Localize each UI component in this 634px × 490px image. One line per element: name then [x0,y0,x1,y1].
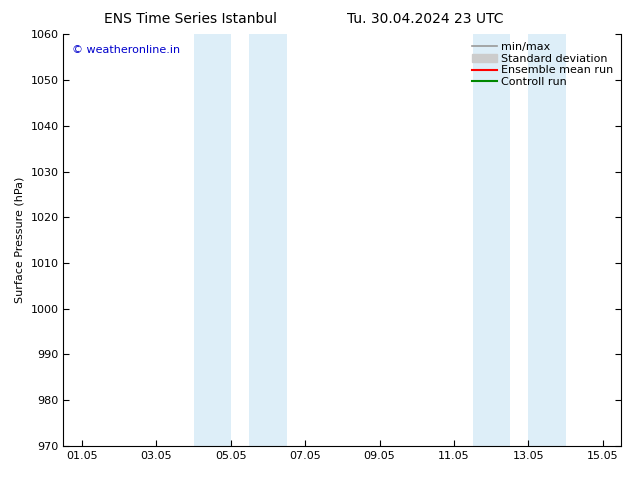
Bar [472,34,510,446]
Bar [193,34,231,446]
Text: ENS Time Series Istanbul: ENS Time Series Istanbul [104,12,276,26]
Y-axis label: Surface Pressure (hPa): Surface Pressure (hPa) [15,177,25,303]
Text: Tu. 30.04.2024 23 UTC: Tu. 30.04.2024 23 UTC [347,12,503,26]
Bar [249,34,287,446]
Bar [528,34,566,446]
Legend: min/max, Standard deviation, Ensemble mean run, Controll run: min/max, Standard deviation, Ensemble me… [470,40,616,89]
Text: © weatheronline.in: © weatheronline.in [72,45,180,54]
